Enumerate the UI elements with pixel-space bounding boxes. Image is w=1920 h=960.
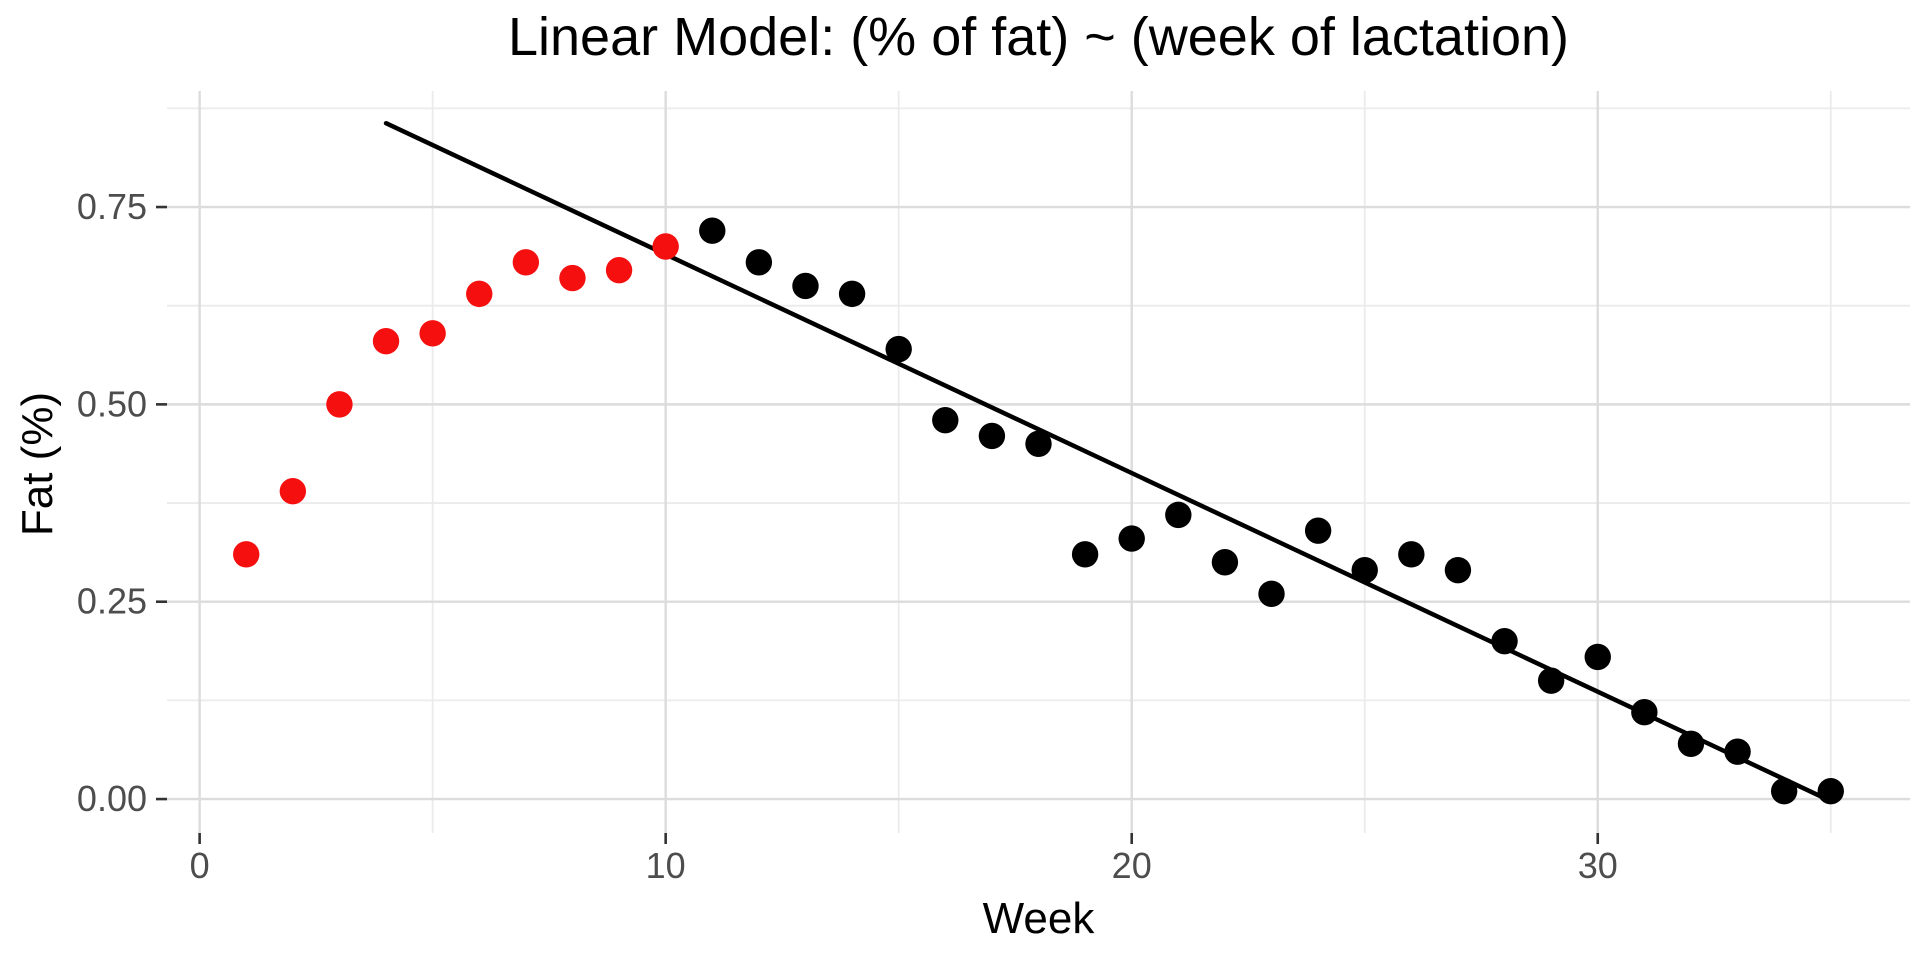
data-point-late-lactation-weeks-11-35 bbox=[1398, 541, 1425, 568]
data-point-late-lactation-weeks-11-35 bbox=[1770, 777, 1798, 805]
y-tick-label: 0.50 bbox=[77, 383, 147, 424]
y-axis-title: Fat (%) bbox=[13, 391, 62, 537]
data-point-late-lactation-weeks-11-35 bbox=[932, 406, 959, 434]
y-tick-label: 0.75 bbox=[77, 186, 147, 227]
data-point-late-lactation-weeks-11-35 bbox=[1258, 580, 1285, 608]
data-point-early-lactation-weeks-1-10 bbox=[419, 320, 446, 347]
y-tick-label: 0.25 bbox=[77, 581, 147, 622]
data-point-late-lactation-weeks-11-35 bbox=[745, 249, 773, 276]
data-point-early-lactation-weeks-1-10 bbox=[466, 280, 493, 308]
data-point-late-lactation-weeks-11-35 bbox=[1165, 501, 1192, 529]
data-point-early-lactation-weeks-1-10 bbox=[233, 541, 260, 568]
data-point-late-lactation-weeks-11-35 bbox=[1304, 517, 1332, 544]
data-point-late-lactation-weeks-11-35 bbox=[978, 422, 1006, 450]
data-point-late-lactation-weeks-11-35 bbox=[1631, 699, 1658, 726]
x-axis-title: Week bbox=[982, 894, 1095, 943]
x-tick-label: 20 bbox=[1112, 845, 1152, 886]
data-point-late-lactation-weeks-11-35 bbox=[1351, 556, 1378, 584]
data-point-late-lactation-weeks-11-35 bbox=[699, 217, 726, 244]
data-point-late-lactation-weeks-11-35 bbox=[1025, 430, 1052, 458]
data-point-late-lactation-weeks-11-35 bbox=[1537, 667, 1565, 694]
x-tick-label: 10 bbox=[646, 845, 686, 886]
data-point-early-lactation-weeks-1-10 bbox=[279, 478, 307, 505]
data-point-late-lactation-weeks-11-35 bbox=[838, 280, 866, 308]
data-point-early-lactation-weeks-1-10 bbox=[372, 328, 400, 355]
data-point-early-lactation-weeks-1-10 bbox=[326, 391, 353, 418]
data-point-early-lactation-weeks-1-10 bbox=[605, 256, 633, 284]
chart-title: Linear Model: (% of fat) ~ (week of lact… bbox=[508, 7, 1569, 67]
data-point-late-lactation-weeks-11-35 bbox=[1677, 730, 1705, 758]
data-point-early-lactation-weeks-1-10 bbox=[652, 233, 679, 260]
data-point-late-lactation-weeks-11-35 bbox=[792, 272, 819, 300]
y-tick-label: 0.00 bbox=[77, 778, 147, 819]
data-point-early-lactation-weeks-1-10 bbox=[559, 264, 586, 292]
data-point-late-lactation-weeks-11-35 bbox=[1817, 777, 1844, 805]
data-point-late-lactation-weeks-11-35 bbox=[1584, 643, 1611, 671]
data-point-late-lactation-weeks-11-35 bbox=[1491, 627, 1518, 655]
data-point-late-lactation-weeks-11-35 bbox=[885, 335, 912, 363]
regression-line bbox=[383, 120, 1834, 804]
data-point-late-lactation-weeks-11-35 bbox=[1071, 541, 1099, 568]
data-point-late-lactation-weeks-11-35 bbox=[1724, 738, 1751, 765]
x-tick-label: 30 bbox=[1578, 845, 1618, 886]
data-point-late-lactation-weeks-11-35 bbox=[1211, 549, 1239, 576]
data-point-early-lactation-weeks-1-10 bbox=[512, 249, 540, 276]
data-point-late-lactation-weeks-11-35 bbox=[1444, 556, 1472, 584]
x-tick-label: 0 bbox=[190, 845, 210, 886]
data-point-late-lactation-weeks-11-35 bbox=[1118, 525, 1145, 552]
